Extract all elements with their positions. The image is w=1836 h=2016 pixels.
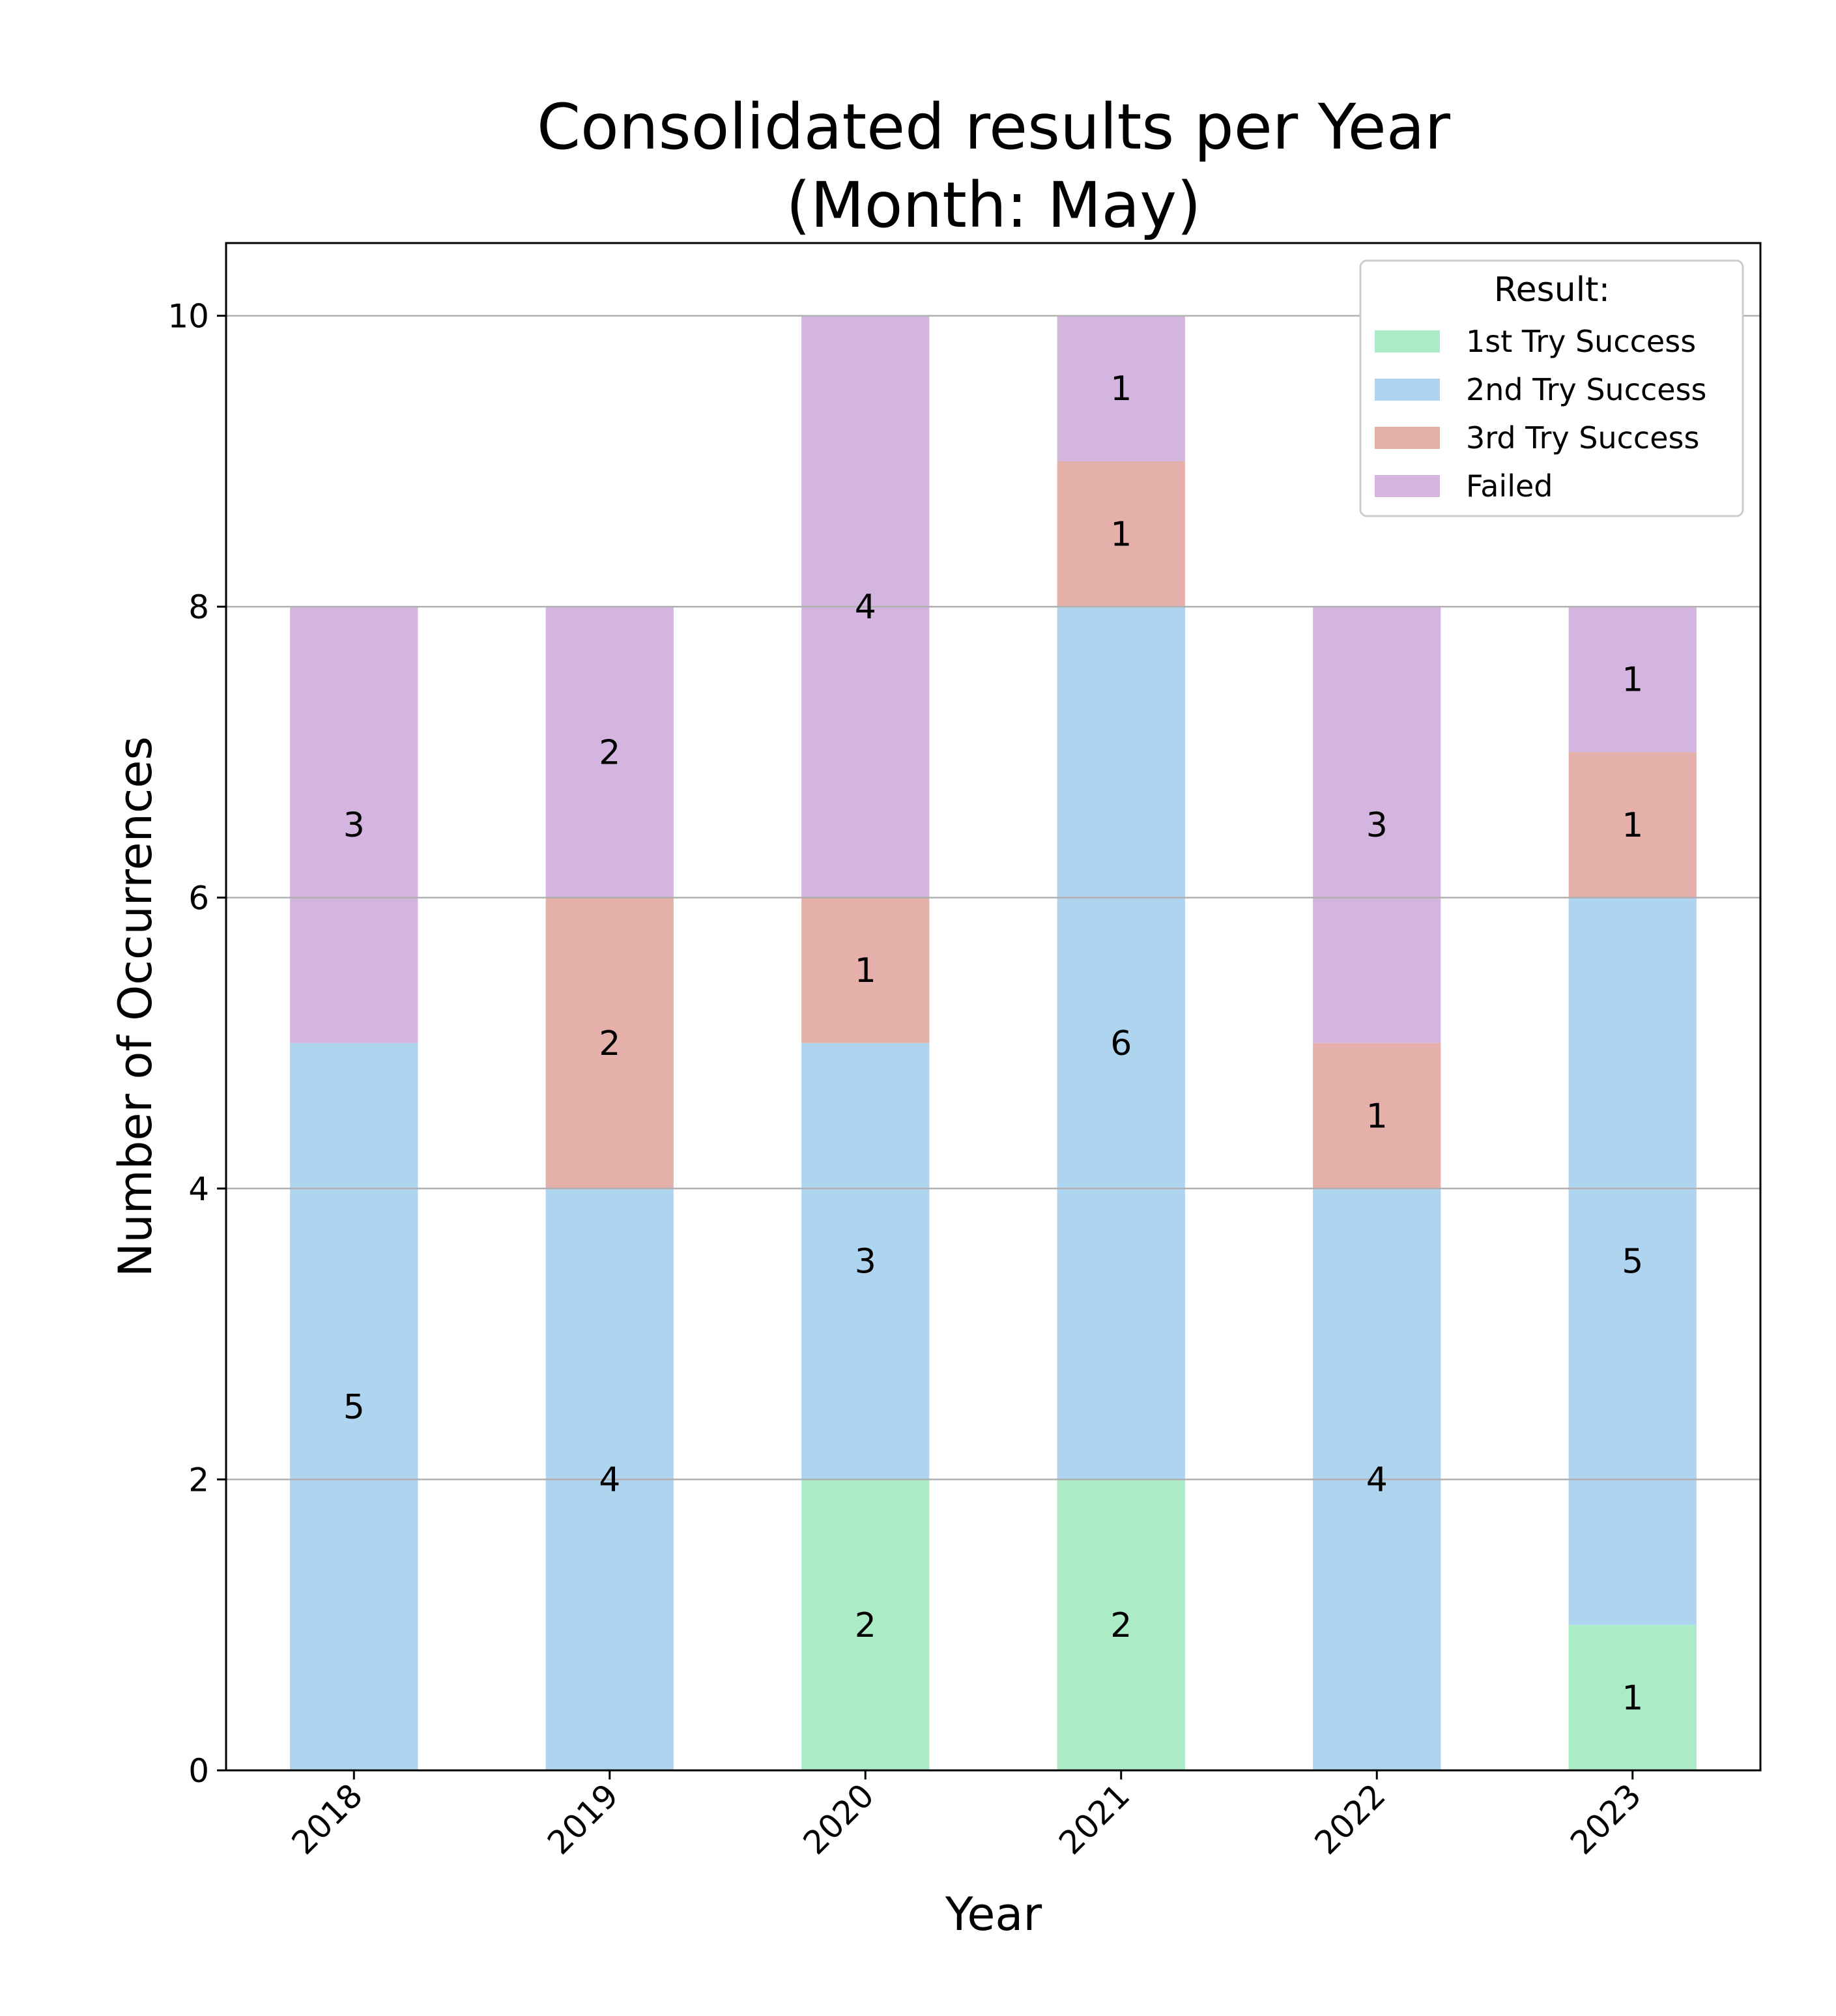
data-label-2021-series-1: 2 [1110,1606,1132,1645]
legend-swatch-series-4 [1375,475,1440,497]
x-tick-label-2021: 2021 [1052,1776,1137,1862]
y-axis-label: Number of Occurrences [109,736,162,1277]
plot-frame [225,242,1762,1772]
bar-stacks [290,315,1697,1770]
bar-segment-2019-series-4 [545,607,674,898]
chart-title-line-1: Consolidated results per Year [537,91,1451,164]
bar-segment-2021-series-1 [1057,1479,1185,1770]
data-label-2019-series-3: 2 [599,1024,620,1063]
x-tick-label-2022: 2022 [1308,1776,1393,1862]
legend-label-series-4: Failed [1466,468,1553,504]
bar-segment-2023-series-2 [1568,897,1697,1625]
bar-segment-2023-series-4 [1568,607,1697,753]
legend-label-series-3: 3rd Try Success [1466,420,1699,455]
data-label-2023-series-2: 5 [1622,1243,1643,1282]
bar-segment-2021-series-2 [1057,607,1185,1480]
data-label-2020-series-3: 1 [855,951,876,990]
data-label-2022-series-4: 3 [1366,806,1388,845]
legend-title: Result: [1494,270,1610,310]
y-axis-ticks: 0 2 4 6 8 10 [167,298,226,1790]
data-labels: 5 3 4 2 2 2 3 1 4 2 6 1 1 4 1 3 1 5 1 1 [343,369,1644,1718]
legend-label-series-1: 1st Try Success [1466,324,1696,359]
legend-label-series-2: 2nd Try Success [1466,372,1707,407]
bar-segment-2021-series-4 [1057,315,1185,461]
data-label-2023-series-4: 1 [1622,661,1643,700]
data-label-2019-series-2: 4 [599,1461,620,1500]
bar-segment-2022-series-4 [1313,607,1441,1043]
data-label-2019-series-4: 2 [599,733,620,772]
data-label-2021-series-4: 1 [1110,369,1132,409]
x-tick-label-2023: 2023 [1563,1776,1648,1862]
data-label-2020-series-2: 3 [855,1243,876,1282]
data-label-2022-series-2: 4 [1366,1461,1388,1500]
x-tick-label-2020: 2020 [796,1776,882,1862]
x-tick-label-2018: 2018 [285,1776,370,1862]
legend-frame [1359,259,1744,517]
legend-swatch-series-3 [1375,427,1440,449]
bar-segment-2018-series-4 [290,607,418,1043]
data-label-2021-series-2: 6 [1110,1024,1132,1063]
legend: Result: 1st Try Success 2nd Try Success 3r… [1359,259,1744,517]
legend-swatch-series-2 [1375,379,1440,401]
y-tick-label-4: 4 [188,1170,209,1208]
bar-segment-2021-series-3 [1057,461,1185,607]
x-tick-label-2019: 2019 [540,1776,625,1862]
y-tick-label-6: 6 [188,880,209,917]
data-label-2022-series-3: 1 [1366,1097,1388,1136]
data-label-2023-series-1: 1 [1622,1678,1643,1718]
data-label-2018-series-4: 3 [343,806,365,845]
y-tick-label-0: 0 [188,1752,209,1790]
bar-segment-2023-series-3 [1568,752,1697,898]
data-label-2020-series-1: 2 [855,1606,876,1645]
x-axis-ticks: 2018 2019 2020 2021 2022 2023 [285,1770,1648,1862]
bar-segment-2020-series-3 [801,897,930,1043]
legend-items: 1st Try Success 2nd Try Success 3rd Try Su… [1375,324,1707,504]
y-tick-label-10: 10 [167,298,209,336]
data-label-2023-series-3: 1 [1622,806,1643,845]
bar-segment-2020-series-2 [801,1043,930,1480]
data-label-2020-series-4: 4 [855,588,876,627]
y-tick-label-2: 2 [188,1462,209,1499]
data-label-2018-series-2: 5 [343,1388,365,1427]
x-axis-label: Year [945,1888,1042,1941]
bar-segment-2020-series-1 [801,1479,930,1770]
bar-segment-2018-series-2 [290,1043,418,1770]
chart-title-line-2: (Month: May) [786,169,1201,242]
bar-segment-2022-series-3 [1313,1043,1441,1189]
data-label-2021-series-3: 1 [1110,515,1132,554]
y-tick-label-8: 8 [188,588,209,626]
bar-segment-2019-series-3 [545,897,674,1189]
bar-segment-2023-series-1 [1568,1624,1697,1770]
legend-swatch-series-1 [1375,330,1440,353]
